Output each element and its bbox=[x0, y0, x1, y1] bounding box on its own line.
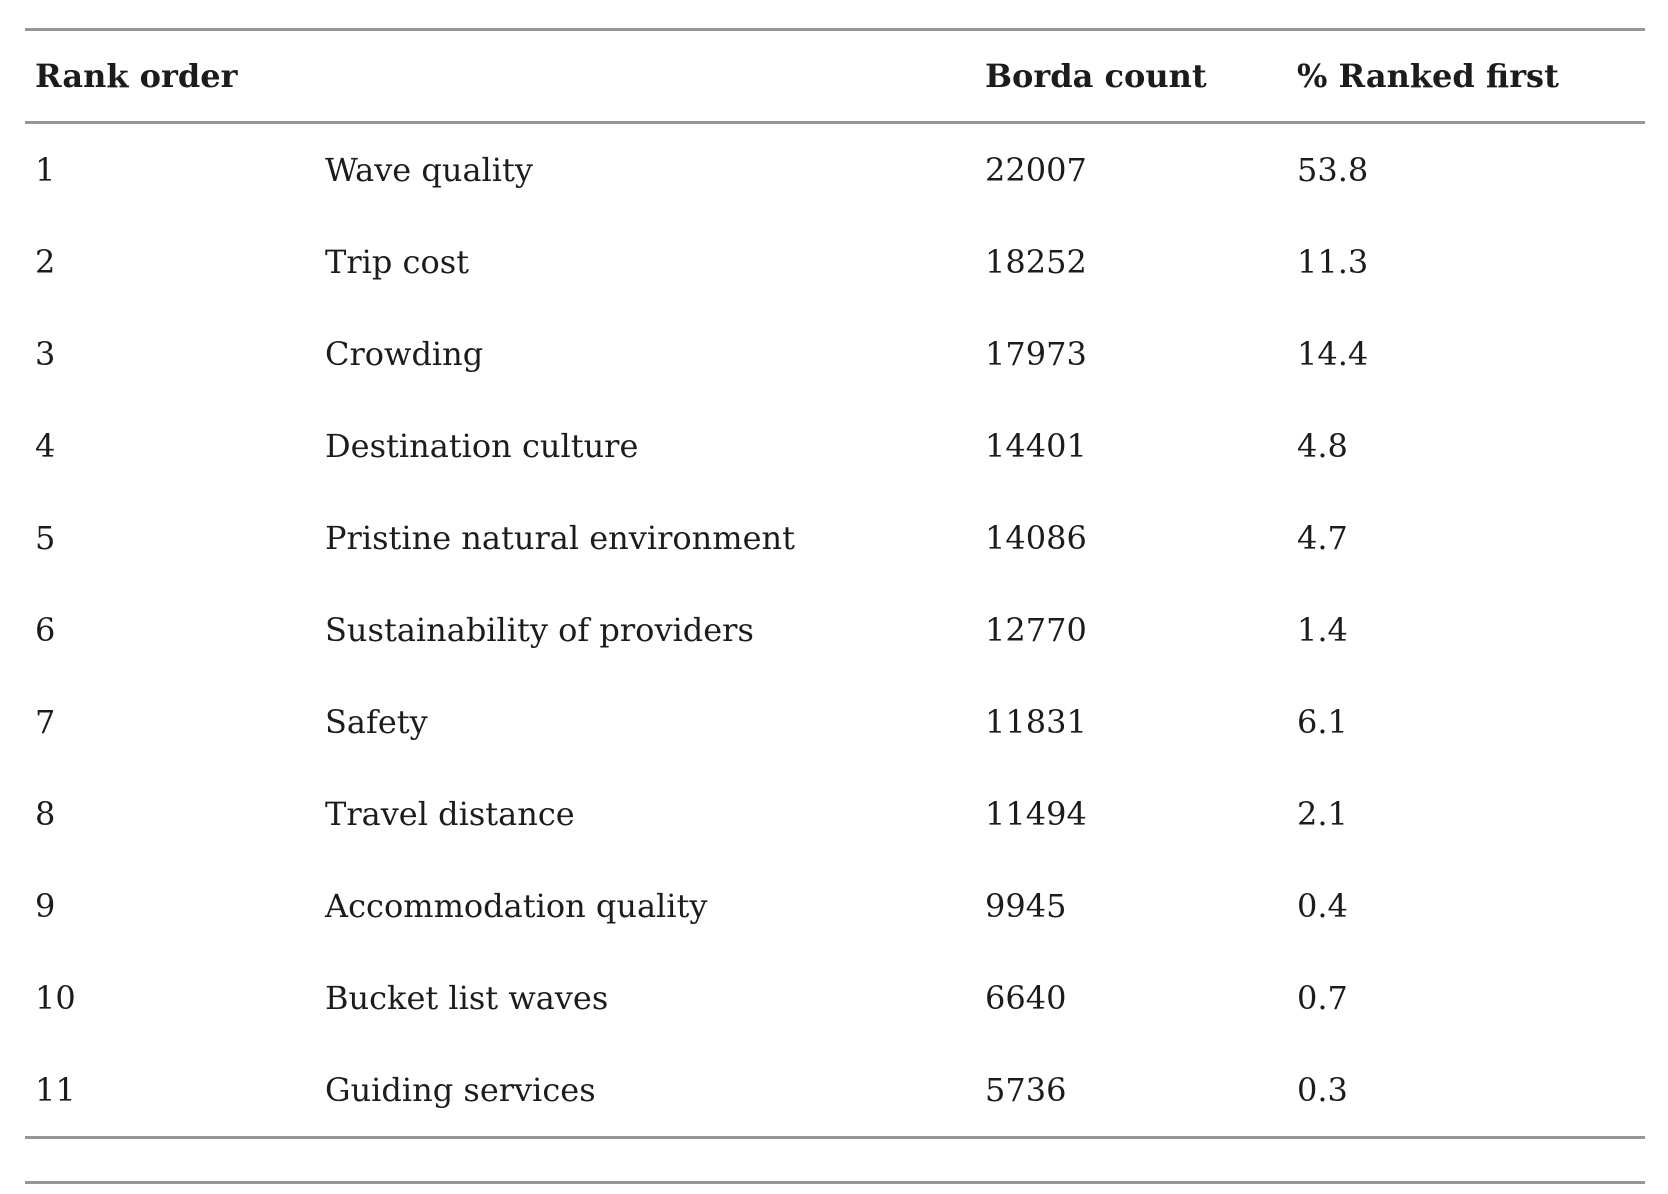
borda-count-cell: 18252 bbox=[985, 243, 1087, 281]
borda-count-table: Rank order Borda count % Ranked first 1 … bbox=[25, 28, 1645, 1184]
pct-ranked-first-cell: 1.4 bbox=[1297, 611, 1348, 649]
table-header-row: Rank order Borda count % Ranked first bbox=[25, 28, 1645, 124]
attribute-cell: Sustainability of providers bbox=[325, 611, 754, 649]
table-body: 1 Wave quality 22007 53.8 2 Trip cost 18… bbox=[25, 124, 1645, 1139]
column-header-borda-count: Borda count bbox=[985, 57, 1207, 95]
attribute-cell: Trip cost bbox=[325, 243, 469, 281]
table-row: 3 Crowding 17973 14.4 bbox=[25, 308, 1645, 400]
rank-cell: 7 bbox=[35, 703, 56, 741]
table-row: 4 Destination culture 14401 4.8 bbox=[25, 400, 1645, 492]
table-bottom-rule bbox=[25, 1181, 1645, 1184]
borda-count-cell: 22007 bbox=[985, 151, 1087, 189]
attribute-cell: Wave quality bbox=[325, 151, 533, 189]
rank-cell: 1 bbox=[35, 151, 56, 189]
table-row: 10 Bucket list waves 6640 0.7 bbox=[25, 952, 1645, 1044]
pct-ranked-first-cell: 4.8 bbox=[1297, 427, 1348, 465]
borda-count-cell: 9945 bbox=[985, 887, 1067, 925]
rank-cell: 11 bbox=[35, 1071, 76, 1109]
attribute-cell: Bucket list waves bbox=[325, 979, 609, 1017]
borda-count-cell: 11494 bbox=[985, 795, 1087, 833]
column-header-pct-ranked-first: % Ranked first bbox=[1297, 57, 1559, 95]
table-row: 2 Trip cost 18252 11.3 bbox=[25, 216, 1645, 308]
attribute-cell: Safety bbox=[325, 703, 428, 741]
rank-cell: 8 bbox=[35, 795, 56, 833]
pct-ranked-first-cell: 2.1 bbox=[1297, 795, 1348, 833]
borda-count-cell: 5736 bbox=[985, 1071, 1067, 1109]
rank-cell: 2 bbox=[35, 243, 56, 281]
pct-ranked-first-cell: 0.4 bbox=[1297, 887, 1348, 925]
rank-cell: 5 bbox=[35, 519, 56, 557]
table-row: 5 Pristine natural environment 14086 4.7 bbox=[25, 492, 1645, 584]
table-row: 7 Safety 11831 6.1 bbox=[25, 676, 1645, 768]
borda-count-cell: 17973 bbox=[985, 335, 1087, 373]
column-header-rank-order: Rank order bbox=[35, 57, 238, 95]
rank-cell: 6 bbox=[35, 611, 56, 649]
pct-ranked-first-cell: 4.7 bbox=[1297, 519, 1348, 557]
table-row: 11 Guiding services 5736 0.3 bbox=[25, 1044, 1645, 1136]
table-footer-gap bbox=[25, 1139, 1645, 1181]
table-row: 6 Sustainability of providers 12770 1.4 bbox=[25, 584, 1645, 676]
borda-count-cell: 14086 bbox=[985, 519, 1087, 557]
pct-ranked-first-cell: 14.4 bbox=[1297, 335, 1369, 373]
table-row: 1 Wave quality 22007 53.8 bbox=[25, 124, 1645, 216]
attribute-cell: Pristine natural environment bbox=[325, 519, 796, 557]
borda-count-cell: 6640 bbox=[985, 979, 1067, 1017]
rank-cell: 9 bbox=[35, 887, 56, 925]
pct-ranked-first-cell: 11.3 bbox=[1297, 243, 1369, 281]
borda-count-cell: 14401 bbox=[985, 427, 1087, 465]
borda-count-cell: 12770 bbox=[985, 611, 1087, 649]
borda-count-cell: 11831 bbox=[985, 703, 1087, 741]
pct-ranked-first-cell: 0.7 bbox=[1297, 979, 1348, 1017]
pct-ranked-first-cell: 53.8 bbox=[1297, 151, 1369, 189]
attribute-cell: Accommodation quality bbox=[325, 887, 708, 925]
attribute-cell: Travel distance bbox=[325, 795, 575, 833]
attribute-cell: Guiding services bbox=[325, 1071, 596, 1109]
attribute-cell: Crowding bbox=[325, 335, 484, 373]
pct-ranked-first-cell: 6.1 bbox=[1297, 703, 1348, 741]
pct-ranked-first-cell: 0.3 bbox=[1297, 1071, 1348, 1109]
table-row: 8 Travel distance 11494 2.1 bbox=[25, 768, 1645, 860]
table-row: 9 Accommodation quality 9945 0.4 bbox=[25, 860, 1645, 952]
rank-cell: 10 bbox=[35, 979, 76, 1017]
rank-cell: 4 bbox=[35, 427, 56, 465]
rank-cell: 3 bbox=[35, 335, 56, 373]
attribute-cell: Destination culture bbox=[325, 427, 639, 465]
